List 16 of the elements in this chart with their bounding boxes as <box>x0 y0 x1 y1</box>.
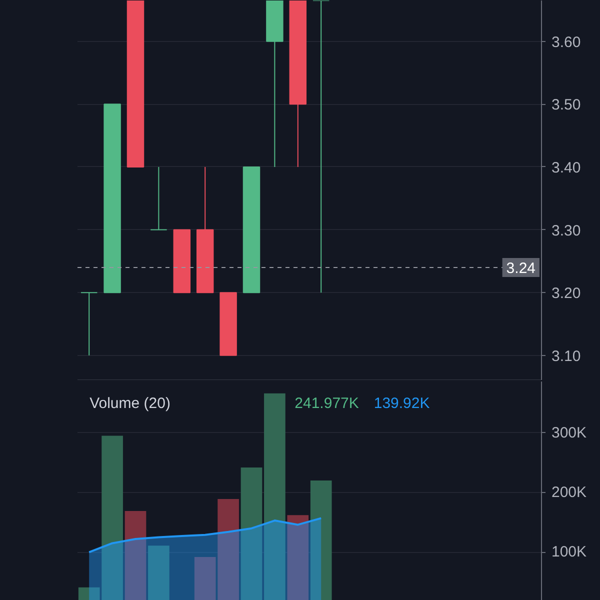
y-tick-label: 3.30 <box>552 222 581 240</box>
annotation: 139.92K <box>374 394 430 412</box>
y-tick-label: 3.20 <box>552 285 581 302</box>
y-tick-label: 3.50 <box>552 96 581 114</box>
y-tick-label: 3.10 <box>552 348 581 365</box>
ref-line-label: 3.24 <box>506 260 536 277</box>
candlestick <box>80 292 98 356</box>
candlestick <box>150 166 168 230</box>
y-tick-label: 3.60 <box>552 34 581 51</box>
y-tick-label: 3.40 <box>552 159 581 176</box>
y-tick-label: 200K <box>552 484 587 501</box>
y-tick-label: 300K <box>552 424 587 442</box>
annotation: 241.977K <box>294 394 359 412</box>
y-tick-label: 100K <box>552 544 587 561</box>
text: Volume (20) <box>90 394 170 412</box>
candlestick <box>312 0 330 294</box>
